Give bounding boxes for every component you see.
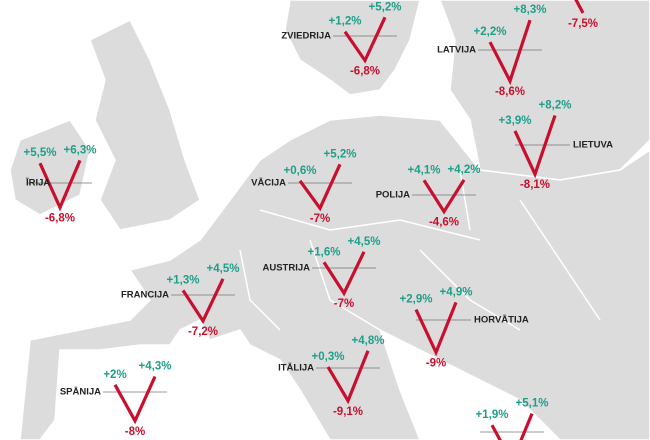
v-glyph: [422, 179, 466, 215]
drop-label: -8%: [125, 426, 145, 438]
v-glyph: [38, 159, 82, 212]
country-name: FRANCIJA: [121, 290, 169, 301]
before-label: +2,2%: [474, 26, 507, 38]
v-glyph: [113, 375, 157, 425]
drop-label: -6,8%: [45, 213, 75, 225]
before-label: +1,9%: [476, 409, 509, 421]
country-name: ITĀLIJA: [278, 363, 314, 374]
before-label: +3,9%: [499, 115, 532, 127]
country-name: ĪRIJA: [25, 178, 50, 189]
country-name: SPĀNIJA: [60, 387, 101, 398]
drop-label: -7%: [310, 213, 330, 225]
before-label: +2,9%: [400, 294, 433, 306]
after-label: +8,2%: [539, 100, 572, 112]
drop-label: -6,8%: [350, 66, 380, 78]
country-name: LIETUVA: [573, 140, 613, 151]
borders: [239, 169, 601, 331]
v-glyph: [298, 163, 342, 212]
country-name: ZVIEDRIJA: [281, 31, 331, 42]
v-glyph: [574, 0, 585, 14]
v-glyph: [326, 350, 370, 405]
after-label: +4,5%: [207, 263, 240, 275]
v-glyph: [513, 114, 557, 179]
before-label: +2%: [103, 369, 126, 381]
v-glyph: [488, 19, 532, 86]
v-glyph: [414, 301, 458, 357]
before-label: +1,2%: [329, 16, 362, 28]
after-label: +8,3%: [514, 4, 547, 16]
scandinavia: [284, 0, 421, 96]
drop-label: -9,1%: [333, 406, 363, 418]
before-label: +1,3%: [167, 274, 200, 286]
before-label: +4,1%: [408, 164, 441, 176]
country-name: AUSTRIJA: [262, 263, 310, 274]
after-label: +4,5%: [348, 236, 381, 248]
before-label: +1,6%: [308, 246, 341, 258]
v-glyph: [322, 251, 366, 297]
drop-label: -8,1%: [520, 179, 550, 191]
after-label: +4,3%: [139, 361, 172, 373]
before-label: +5,5%: [24, 147, 57, 159]
v-glyph: [343, 16, 387, 64]
drop-label: -7%: [334, 298, 354, 310]
britain: [89, 18, 201, 231]
drop-label: -9%: [426, 357, 446, 369]
v-glyph: [490, 413, 534, 440]
after-label: +4,9%: [440, 286, 473, 298]
before-label: +0,3%: [312, 351, 345, 363]
glyphs: +1,2% +5,2% -6,8% ZVIEDRIJA +2,2% +8,3% -8,6% L…: [24, 0, 613, 440]
country-name: HORVĀTIJA: [474, 315, 529, 326]
after-label: +5,2%: [369, 1, 402, 13]
country-name: POLIJA: [376, 190, 410, 201]
after-label: +4,2%: [448, 164, 481, 176]
after-label: +6,3%: [64, 144, 97, 156]
country-name: LATVIJA: [437, 45, 476, 56]
drop-label: -7,5%: [568, 18, 598, 30]
after-label: +5,2%: [324, 148, 357, 160]
v-glyph: [181, 278, 225, 325]
baltics: [439, 0, 650, 181]
drop-label: -4,6%: [429, 217, 459, 229]
drop-label: -7,2%: [188, 326, 218, 338]
before-label: +0,6%: [284, 165, 317, 177]
drop-label: -8,6%: [495, 86, 525, 98]
after-label: +4,8%: [352, 335, 385, 347]
country-name: VĀCIJA: [251, 178, 286, 189]
after-label: +5,1%: [516, 398, 549, 410]
